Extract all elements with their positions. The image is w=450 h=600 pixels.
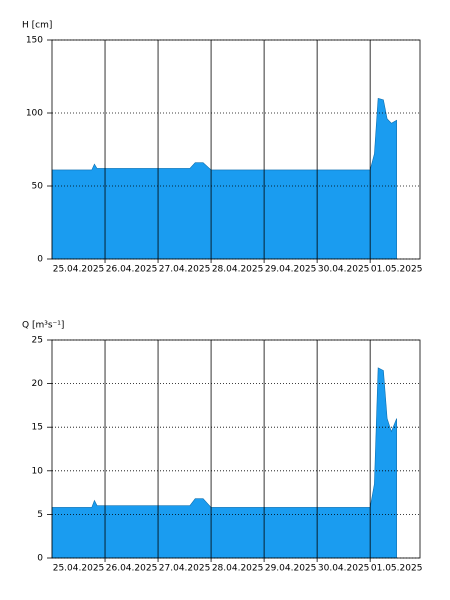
y-tick-label: 25 <box>32 336 43 346</box>
x-tick-label: 25.04.2025 <box>53 564 105 574</box>
x-tick-label: 29.04.2025 <box>265 564 317 574</box>
y-tick-label: 10 <box>32 466 44 476</box>
x-tick-label: 27.04.2025 <box>159 265 211 275</box>
x-tick-label: 01.05.2025 <box>371 265 423 275</box>
y-tick-label: 0 <box>37 554 43 564</box>
y-tick-label: 50 <box>32 182 44 192</box>
y-tick-label: 15 <box>32 423 43 433</box>
area <box>51 98 397 260</box>
y-tick-label: 100 <box>26 109 43 119</box>
x-tick-label: 30.04.2025 <box>318 564 370 574</box>
x-tick-label: 30.04.2025 <box>318 265 370 275</box>
x-tick-label: 28.04.2025 <box>212 265 264 275</box>
y-tick-label: 150 <box>26 36 43 46</box>
y-axis-label: H [cm] <box>22 21 52 31</box>
x-tick-label: 01.05.2025 <box>371 564 423 574</box>
x-tick-label: 27.04.2025 <box>159 564 211 574</box>
y-tick-label: 20 <box>32 379 44 389</box>
plot-border <box>51 39 421 260</box>
x-tick-label: 26.04.2025 <box>106 265 158 275</box>
x-tick-label: 26.04.2025 <box>106 564 158 574</box>
plot-border <box>51 339 421 559</box>
y-tick-label: 0 <box>37 255 43 265</box>
area <box>51 367 397 559</box>
x-tick-label: 25.04.2025 <box>53 265 105 275</box>
x-tick-label: 29.04.2025 <box>265 265 317 275</box>
x-tick-label: 28.04.2025 <box>212 564 264 574</box>
y-tick-label: 5 <box>37 510 43 520</box>
y-axis-label: Q [m³s⁻¹] <box>22 321 64 331</box>
